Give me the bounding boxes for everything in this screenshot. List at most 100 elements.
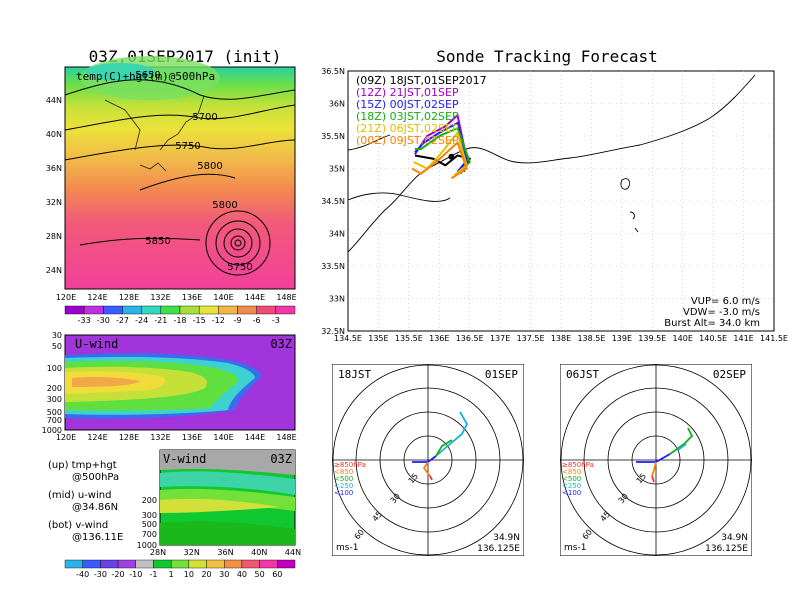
colorbar-swatch xyxy=(117,559,136,569)
x-tick-label: 36N xyxy=(217,548,233,557)
temperature-height-map: 03Z,01SEP2017 (init) 5650 5700 5750 5800… xyxy=(46,47,297,325)
colorbar-swatch xyxy=(135,559,154,569)
sonde-tracking-map: Sonde Tracking Forecast 134.5E 135E 135.5E… xyxy=(321,47,788,343)
y-tick-label: 500 xyxy=(47,408,62,417)
hodograph-trace xyxy=(435,411,469,457)
note-mid2: @34.86N xyxy=(72,502,119,513)
colorbar-swatch xyxy=(103,305,123,315)
colorbar-label: -18 xyxy=(173,316,186,325)
hodograph-1: 18JST 01SEP15304560≥850hPa<850<500<250<10… xyxy=(332,364,524,556)
y-tick-label: 44N xyxy=(46,96,62,105)
colorbar-label: -33 xyxy=(78,316,91,325)
pressure-label: <100 xyxy=(334,489,353,497)
legend-entry: (15Z) 00JST,02SEP xyxy=(356,98,459,111)
x-tick-label: 135.5E xyxy=(395,334,423,343)
y-tick-label: 32N xyxy=(46,198,62,207)
colorbar-swatch xyxy=(277,559,296,569)
colorbar-swatch xyxy=(100,559,119,569)
x-tick-label: 140E xyxy=(673,334,693,343)
legend-entry: (21Z) 06JST,02SEP xyxy=(356,122,459,135)
colorbar-swatch xyxy=(141,305,162,315)
x-tick-label: 136E xyxy=(182,433,202,442)
y-tick-label: 50 xyxy=(52,342,62,351)
colorbar-swatch xyxy=(179,305,200,315)
colorbar-label: -20 xyxy=(112,570,125,579)
contour-label: 5750 xyxy=(175,141,200,152)
x-tick-label: 124E xyxy=(87,433,107,442)
colorbar-swatch xyxy=(275,305,296,315)
colorbar-swatch xyxy=(170,559,190,569)
colorbar-label: -24 xyxy=(135,316,148,325)
contour-label: 5750 xyxy=(227,262,252,273)
y-tick-label: 33N xyxy=(329,295,345,304)
pressure-label: <500 xyxy=(562,475,581,483)
x-tick-label: 138.5E xyxy=(577,334,605,343)
colorbar-label: -3 xyxy=(272,316,280,325)
x-tick-label: 141.5E xyxy=(760,334,788,343)
colorbar-swatch xyxy=(237,305,257,315)
colorbar-swatch xyxy=(198,305,219,315)
colorbar-swatch xyxy=(188,559,207,569)
track-line xyxy=(414,126,471,173)
unit-label: ms-1 xyxy=(564,543,586,553)
pressure-label: <850 xyxy=(562,468,581,476)
launch-point xyxy=(448,153,455,160)
hodograph-trace xyxy=(651,461,657,477)
y-tick-label: 1000 xyxy=(137,541,157,550)
x-tick-label: 132E xyxy=(150,433,170,442)
pressure-label: ≥850hPa xyxy=(334,461,366,469)
hodograph-trace xyxy=(422,461,431,477)
colorbar-swatch xyxy=(82,559,101,569)
colorbar-label: -12 xyxy=(212,316,225,325)
unit-label: ms-1 xyxy=(336,543,358,553)
x-tick-label: 120E xyxy=(56,293,76,302)
colorbar-label: -30 xyxy=(97,316,110,325)
x-tick-label: 120E xyxy=(56,433,76,442)
colorbar-label: -27 xyxy=(116,316,129,325)
colorbar-label: -1 xyxy=(149,570,157,579)
x-tick-label: 138E xyxy=(551,334,571,343)
hodograph-2: 06JST 02SEP15304560≥850hPa<850<500<250<10… xyxy=(560,364,752,556)
colorbar-swatch xyxy=(224,559,243,569)
colorbar-swatch xyxy=(256,305,277,315)
colorbar-label: -40 xyxy=(76,570,89,579)
x-tick-label: 44N xyxy=(285,548,301,557)
x-tick-label: 28N xyxy=(150,548,166,557)
pressure-label: <850 xyxy=(334,468,353,476)
x-tick-label: 124E xyxy=(87,293,107,302)
pressure-label: <500 xyxy=(334,475,353,483)
x-tick-label: 134.5E xyxy=(334,334,362,343)
pressure-label: <100 xyxy=(562,489,581,497)
sonde-title: Sonde Tracking Forecast xyxy=(436,47,658,66)
x-tick-label: 148E xyxy=(276,433,296,442)
x-tick-label: 135E xyxy=(368,334,388,343)
hodograph-trace xyxy=(651,475,655,483)
pressure-label: ≥850hPa xyxy=(562,461,594,469)
y-tick-label: 700 xyxy=(47,416,62,425)
colorbar-swatch xyxy=(218,305,238,315)
y-tick-label: 500 xyxy=(142,520,157,529)
colorbar-label: -30 xyxy=(94,570,107,579)
contour-label: 5650 xyxy=(135,70,160,81)
colorbar-swatch xyxy=(259,559,278,569)
hodograph-trace xyxy=(435,439,453,457)
contour-label: 5800 xyxy=(197,161,222,172)
legend-entry: (18Z) 03JST,02SEP xyxy=(356,110,459,123)
contour-label: 5800 xyxy=(212,200,237,211)
colorbar-label: 30 xyxy=(219,570,229,579)
v-wind-title: V-wind xyxy=(163,452,206,466)
x-tick-label: 137.5E xyxy=(517,334,545,343)
pressure-label: <250 xyxy=(334,482,353,490)
y-tick-label: 30 xyxy=(52,331,62,340)
colorbar-label: -21 xyxy=(154,316,167,325)
legend-entry: (09Z) 18JST,01SEP2017 xyxy=(356,74,487,87)
info-vdw: VDW= -3.0 m/s xyxy=(683,307,760,318)
colorbar-label: 1 xyxy=(169,570,174,579)
colorbar-label: -9 xyxy=(234,316,242,325)
colorbar-label: 10 xyxy=(184,570,194,579)
contour-label: 5700 xyxy=(192,112,217,123)
colorbar-label: -15 xyxy=(193,316,206,325)
hodograph-trace xyxy=(677,443,687,451)
colorbar-label: -10 xyxy=(129,570,142,579)
note-mid: (mid) u-wind xyxy=(48,490,112,501)
